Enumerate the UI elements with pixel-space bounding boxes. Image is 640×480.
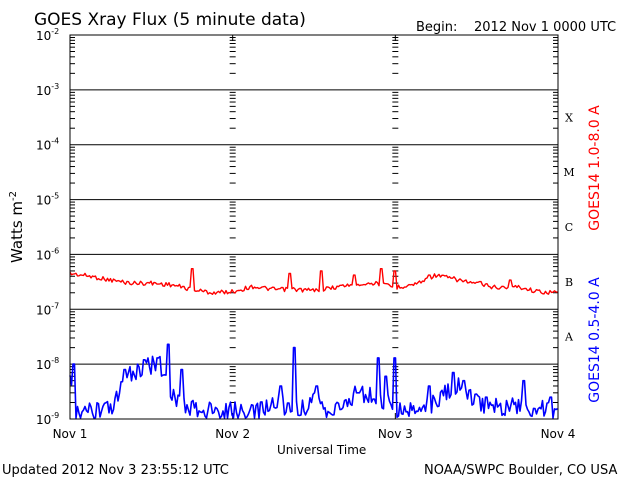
y-tick-label: 10-7 [36, 301, 59, 317]
y-axis-label-text: Watts m [8, 201, 26, 263]
flare-class-label: X [565, 111, 573, 124]
y-tick-base: 10 [36, 248, 51, 262]
y-tick-label: 10-4 [36, 137, 59, 153]
y-tick-label: 10-2 [36, 27, 59, 43]
x-tick-label: Nov 1 [53, 427, 88, 441]
y-tick-label: 10-6 [36, 246, 59, 262]
y-tick-label: 10-8 [36, 356, 59, 372]
x-tick-labels: Nov 1 Nov 2 Nov 3 Nov 4 [53, 427, 576, 441]
y-tick-exponent: -4 [51, 137, 59, 146]
updated-timestamp: Updated 2012 Nov 3 23:55:12 UTC [2, 463, 229, 478]
begin-value: 2012 Nov 1 0000 UTC [474, 20, 616, 35]
credit-text: NOAA/SWPC Boulder, CO USA [424, 463, 617, 478]
flare-class-labels: X M C B A [563, 111, 574, 343]
y-tick-exponent: -3 [51, 82, 59, 91]
y-tick-label: 10-9 [36, 411, 59, 427]
y-tick-exponent: -9 [51, 411, 59, 420]
legend-entry: GOES14 0.5-4.0 A [587, 277, 603, 403]
x-tick-label: Nov 3 [378, 427, 413, 441]
flare-class-label: C [565, 221, 573, 234]
chart-title: GOES Xray Flux (5 minute data) [34, 10, 306, 30]
y-tick-label: 10-3 [36, 82, 59, 98]
y-tick-exponent: -7 [51, 301, 59, 310]
series-line-short-wave [69, 343, 558, 419]
y-tick-base: 10 [36, 194, 51, 208]
flare-class-label: A [564, 331, 574, 344]
series-legend: GOES14 1.0-8.0 A GOES14 0.5-4.0 A [587, 105, 603, 403]
y-tick-base: 10 [36, 29, 51, 43]
y-axis-label: Watts m-2 [8, 191, 26, 263]
y-tick-label: 10-5 [36, 192, 59, 208]
x-axis-label: Universal Time [277, 443, 366, 457]
y-tick-labels: 10-210-310-410-510-610-710-810-9 [36, 27, 59, 427]
series-line-long-wave [69, 268, 558, 295]
plot-grid [70, 89, 558, 365]
y-tick-base: 10 [36, 358, 51, 372]
y-tick-base: 10 [36, 139, 51, 153]
y-tick-exponent: -6 [51, 246, 59, 255]
plot-frame [69, 34, 559, 420]
y-tick-exponent: -2 [51, 27, 59, 36]
y-tick-base: 10 [36, 413, 51, 427]
y-tick-exponent: -5 [51, 192, 59, 201]
flare-class-label: M [563, 166, 574, 179]
axis-ticks [69, 35, 559, 419]
svg-text:Watts m-2: Watts m-2 [8, 191, 26, 263]
series-layer [69, 268, 558, 419]
y-tick-base: 10 [36, 303, 51, 317]
x-tick-label: Nov 2 [215, 427, 250, 441]
y-tick-base: 10 [36, 84, 51, 98]
flare-class-label: B [565, 276, 573, 289]
begin-label: Begin: [416, 20, 457, 35]
x-tick-label: Nov 4 [541, 427, 576, 441]
y-tick-exponent: -8 [51, 356, 59, 365]
legend-entry: GOES14 1.0-8.0 A [587, 105, 603, 231]
y-axis-label-exponent: -2 [8, 191, 19, 201]
